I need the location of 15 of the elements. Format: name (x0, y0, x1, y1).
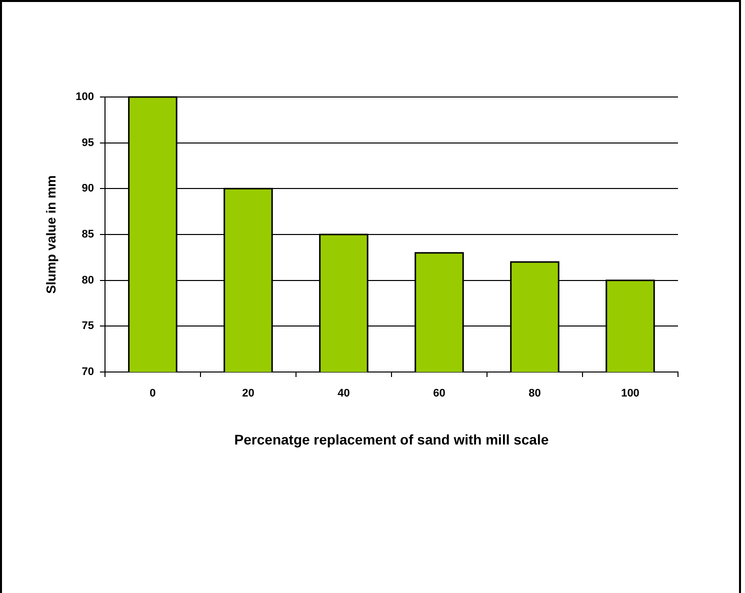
y-tick-label: 75 (82, 320, 94, 332)
y-tick-label: 95 (82, 136, 94, 149)
x-tick-label: 100 (621, 388, 640, 400)
x-tick-label: 20 (242, 388, 254, 400)
y-tick-label: 80 (82, 274, 94, 286)
y-axis-title: Slump value in mm (43, 175, 58, 294)
x-tick-label: 40 (338, 388, 350, 400)
y-tick-label: 100 (76, 91, 94, 104)
y-tick-label: 90 (82, 182, 94, 195)
x-tick-label: 60 (433, 388, 446, 400)
y-tick-label: 70 (82, 366, 94, 378)
x-tick-label: 0 (150, 388, 156, 400)
y-tick-label: 85 (82, 228, 94, 241)
x-tick-label: 80 (528, 388, 541, 400)
x-axis-title: Percenatge replacement of sand with mill scale (234, 431, 549, 448)
